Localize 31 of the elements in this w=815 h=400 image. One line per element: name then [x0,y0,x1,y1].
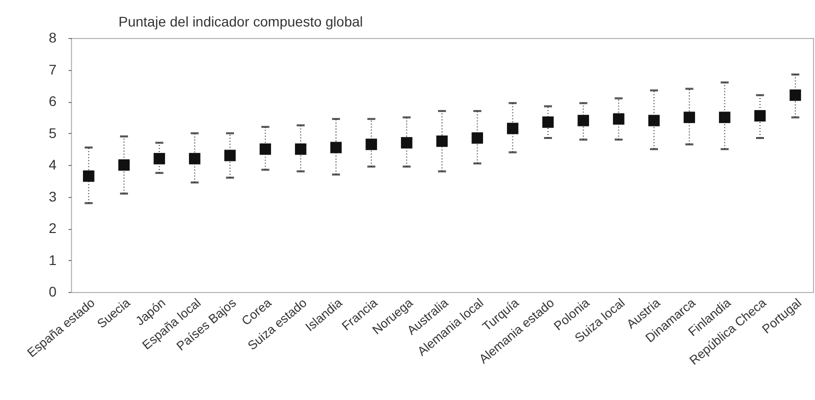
point [154,152,166,164]
point [506,122,518,134]
y-tick-label: 1 [48,252,57,268]
point [188,152,200,164]
point [330,142,342,154]
point [260,143,272,155]
y-axis-title: Puntaje del indicador compuesto global [118,14,363,30]
y-tick-label: 4 [48,156,57,172]
y-tick-label: 6 [48,93,57,109]
point [224,150,236,162]
y-tick-label: 5 [48,124,57,141]
point [542,116,554,128]
point [648,114,660,126]
point [436,135,448,147]
point [82,170,94,182]
point [684,112,696,124]
y-tick-label: 7 [48,61,57,78]
point [790,89,802,101]
y-tick-label: 3 [48,188,57,204]
point [718,112,730,124]
point [294,143,306,155]
point [578,114,590,126]
point [400,137,412,148]
point [366,138,378,150]
point [472,132,484,144]
y-tick-label: 2 [48,220,57,236]
y-tick-label: 8 [48,30,57,46]
point [612,113,624,125]
point [754,110,766,122]
y-tick-label: 0 [48,284,57,300]
point [118,159,130,171]
